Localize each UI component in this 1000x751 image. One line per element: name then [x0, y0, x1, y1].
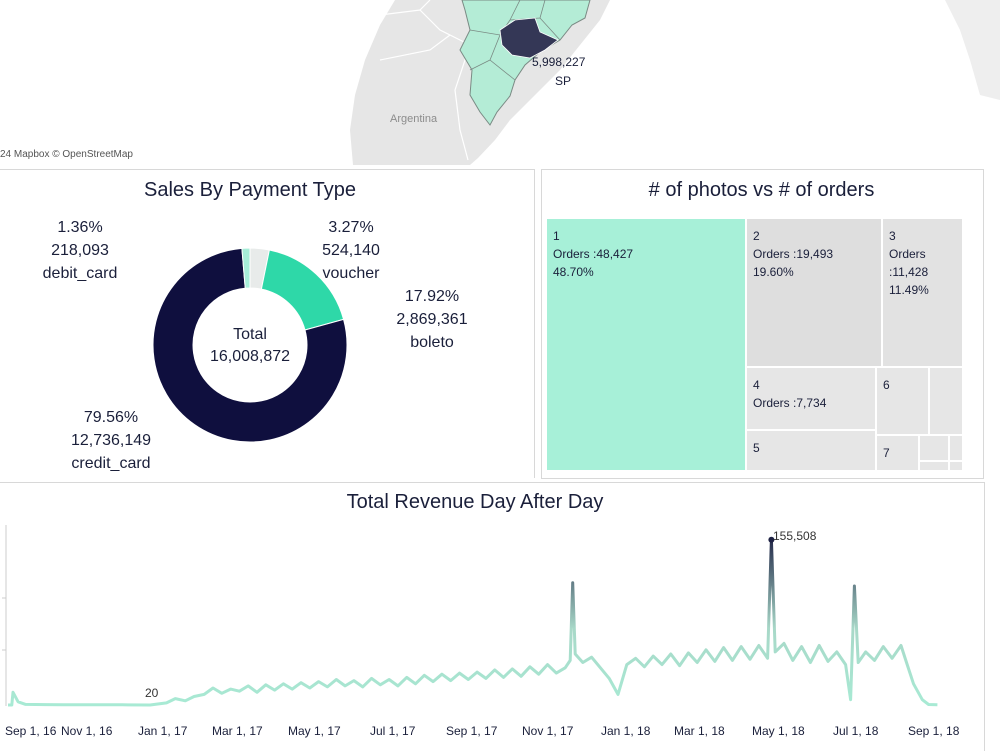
donut-slice-debit-card[interactable] [241, 247, 251, 289]
treemap-chart-title: # of photos vs # of orders [648, 179, 875, 201]
cell-id: 2 [753, 229, 760, 243]
sp-value-label: 5,998,227 [532, 55, 586, 69]
slice-label-voucher: 3.27% 524,140 voucher [291, 216, 411, 285]
cell-id: 5 [753, 441, 760, 455]
revenue-line-chart[interactable] [0, 520, 984, 720]
cell-id: 3 [889, 229, 896, 243]
x-tick-label: Nov 1, 17 [522, 724, 574, 738]
peak-marker[interactable] [768, 536, 775, 543]
x-tick-label: Mar 1, 17 [212, 724, 263, 738]
x-tick-label: Sep 1, 16 [5, 724, 57, 738]
sp-state-label: SP [555, 74, 572, 88]
treemap-cell-small-a[interactable] [919, 435, 949, 461]
cell-orders: Orders [889, 247, 926, 261]
treemap-cell-2[interactable]: 2 Orders :19,493 19.60% [746, 218, 882, 367]
cell-id: 1 [553, 229, 560, 243]
slice-pct: 17.92% [404, 288, 460, 305]
donut-slice-credit-card[interactable] [152, 247, 348, 443]
slice-pct: 3.27% [328, 219, 374, 236]
x-tick-label: May 1, 18 [752, 724, 805, 738]
treemap-cell-4[interactable]: 4 Orders :7,734 [746, 367, 876, 430]
country-label: Argentina [390, 113, 438, 125]
map-canvas[interactable] [0, 0, 1000, 165]
x-tick-label: Sep 1, 18 [908, 724, 960, 738]
x-tick-label: May 1, 17 [288, 724, 341, 738]
treemap-cell-5[interactable]: 5 [746, 430, 876, 471]
cell-orders: Orders :7,734 [753, 396, 827, 410]
sp-state[interactable] [499, 17, 559, 59]
x-tick-label: Jul 1, 18 [833, 724, 879, 738]
cell-pct: 48.70% [553, 265, 594, 279]
slice-name: debit_card [42, 265, 118, 282]
donut-slices [152, 247, 348, 443]
slice-pct: 79.56% [83, 409, 139, 426]
cell-pct: 19.60% [753, 265, 794, 279]
treemap-cell-small-b[interactable] [949, 435, 963, 461]
cell-orders: Orders :48,427 [553, 247, 634, 261]
x-tick-label: Mar 1, 18 [674, 724, 725, 738]
payment-chart-title: Sales By Payment Type [144, 179, 356, 201]
slice-value: 2,869,361 [396, 311, 468, 328]
peak-annotation: 155,508 [773, 529, 817, 543]
cell-orders-value: :11,428 [889, 265, 929, 279]
slice-name: credit_card [71, 455, 151, 472]
payment-panel [0, 169, 535, 478]
x-tick-label: Nov 1, 16 [61, 724, 113, 738]
brazil-states [459, 0, 591, 126]
map-panel[interactable]: 24 Mapbox © OpenStreetMap Argentina 5,99… [0, 0, 1000, 165]
revenue-chart-title: Total Revenue Day After Day [346, 491, 604, 513]
donut-center-label: Total [233, 326, 267, 343]
cell-id: 6 [883, 378, 890, 392]
treemap-cell-small-c[interactable] [919, 461, 949, 471]
x-tick-label: Sep 1, 17 [446, 724, 498, 738]
low-annotation: 20 [145, 686, 159, 700]
x-tick-label: Jul 1, 17 [370, 724, 416, 738]
treemap-cell-1[interactable]: 1 Orders :48,427 48.70% [546, 218, 746, 471]
slice-value: 218,093 [51, 242, 109, 259]
slice-label-boleto: 17.92% 2,869,361 boleto [372, 285, 492, 354]
treemap-cell-7[interactable]: 7 [876, 435, 919, 471]
revenue-series-line [8, 538, 938, 707]
slice-name: boleto [410, 334, 454, 351]
treemap-cell-small-d[interactable] [949, 461, 963, 471]
state-borders [469, 0, 561, 81]
donut-chart[interactable] [150, 245, 350, 445]
donut-center: Total 16,008,872 [200, 324, 300, 368]
slice-pct: 1.36% [57, 219, 103, 236]
cell-pct: 11.49% [889, 283, 929, 297]
treemap-cell-6[interactable]: 6 [876, 367, 929, 435]
revenue-panel [0, 482, 985, 751]
slice-value: 12,736,149 [70, 432, 152, 449]
slice-label-debit-card: 1.36% 218,093 debit_card [20, 216, 140, 285]
cell-orders: Orders :19,493 [753, 247, 834, 261]
donut-center-value: 16,008,872 [209, 348, 291, 365]
treemap-panel [541, 169, 984, 479]
slice-name: voucher [322, 265, 380, 282]
x-tick-label: Jan 1, 17 [138, 724, 188, 738]
slice-value: 524,140 [322, 242, 380, 259]
cell-id: 7 [883, 446, 890, 460]
map-attribution[interactable]: 24 Mapbox © OpenStreetMap [0, 149, 133, 160]
slice-label-credit-card: 79.56% 12,736,149 credit_card [51, 406, 171, 475]
africa-edge-land [945, 0, 1000, 100]
cell-id: 4 [753, 378, 760, 392]
treemap-cell-6b[interactable] [929, 367, 963, 435]
treemap-cell-3[interactable]: 3 Orders :11,428 11.49% [882, 218, 963, 367]
x-tick-label: Jan 1, 18 [601, 724, 651, 738]
